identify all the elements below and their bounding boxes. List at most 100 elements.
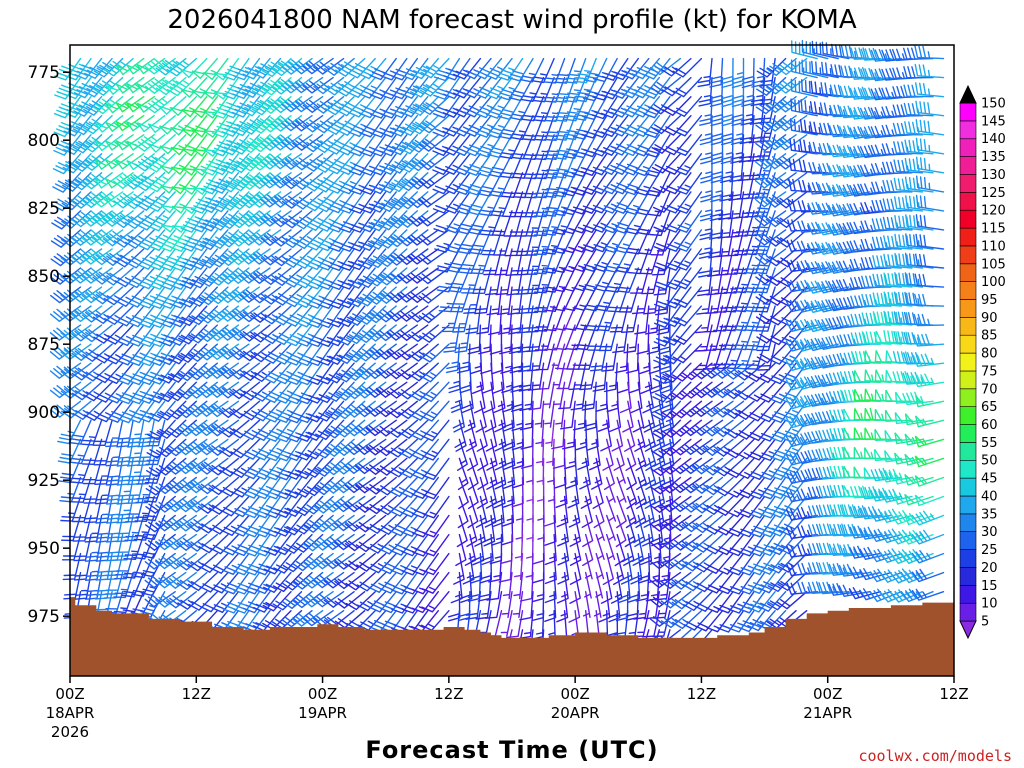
wind-barb (839, 370, 871, 384)
wind-barb (434, 229, 461, 253)
wind-barb (126, 457, 145, 486)
wind-barb (445, 229, 471, 254)
wind-barb (702, 362, 734, 379)
wind-barb (81, 305, 113, 323)
wind-barb (674, 248, 703, 271)
wind-barb (390, 591, 418, 614)
wind-barb (274, 381, 303, 404)
wind-barb (758, 571, 787, 594)
colorbar-label: 85 (981, 329, 998, 344)
wind-barb (72, 153, 103, 172)
wind-barb (126, 134, 155, 151)
wind-barb (282, 552, 313, 573)
wind-barb (709, 191, 724, 222)
wind-barb (606, 495, 617, 522)
wind-barb (839, 85, 871, 99)
wind-barb (849, 145, 881, 159)
wind-barb (801, 40, 829, 60)
wind-barb (338, 248, 366, 271)
wind-barb (556, 362, 576, 390)
wind-barb (758, 438, 787, 462)
wind-barb (904, 433, 934, 446)
wind-barb (779, 476, 808, 499)
wind-barb (136, 457, 155, 485)
wind-barb (778, 533, 808, 555)
wind-barb (302, 115, 334, 133)
wind-barb (421, 438, 450, 461)
wind-barb (334, 476, 366, 494)
wind-barb (336, 343, 366, 364)
wind-barb (312, 571, 345, 589)
wind-barb (422, 495, 450, 519)
wind-barb (176, 514, 208, 532)
wind-barb (525, 267, 545, 295)
wind-barb (564, 76, 587, 103)
wind-barb (176, 495, 208, 513)
wind-barb (207, 343, 240, 360)
wind-barb (420, 400, 450, 422)
wind-barb (573, 96, 597, 121)
wind-barb (776, 153, 808, 170)
wind-barb (748, 514, 776, 538)
wind-barb (221, 552, 250, 575)
wind-barb (106, 381, 134, 404)
wind-barb (113, 172, 145, 189)
wind-barb (759, 476, 787, 500)
wind-barb (317, 305, 345, 329)
wind-barb (699, 96, 713, 126)
wind-barb (155, 514, 187, 532)
wind-barb (148, 286, 176, 309)
wind-barb (767, 571, 797, 592)
wind-barb (386, 343, 418, 360)
wind-barb (51, 210, 82, 230)
wind-barb (124, 514, 145, 542)
wind-barb (608, 591, 621, 623)
wind-barb (488, 305, 503, 336)
wind-barb (775, 134, 808, 151)
wind-barb (379, 591, 408, 614)
wind-barb (207, 381, 240, 398)
wind-barb (671, 571, 703, 590)
wind-barb (581, 495, 593, 528)
colorbar-cell (959, 316, 977, 336)
wind-barb (533, 172, 555, 199)
wind-barb (71, 324, 103, 342)
wind-barb (93, 134, 124, 152)
wind-barb (777, 552, 808, 573)
wind-barb (600, 153, 629, 175)
wind-barb (452, 305, 471, 333)
colorbar-cell (959, 245, 977, 265)
wind-barb (126, 305, 155, 328)
wind-barb (367, 533, 397, 554)
wind-barb (442, 115, 471, 137)
wind-barb (765, 76, 797, 95)
colorbar-cell (959, 334, 977, 354)
wind-barb (115, 134, 145, 151)
wind-barb (302, 571, 334, 589)
wind-barb (754, 191, 787, 208)
wind-barb (673, 286, 703, 308)
wind-barb (611, 172, 639, 195)
wind-barb (313, 514, 345, 533)
wind-barb (733, 305, 755, 332)
wind-barb (369, 76, 397, 100)
wind-barb (870, 68, 903, 82)
wind-barb (493, 476, 506, 509)
wind-barb (916, 156, 945, 174)
wind-barb (105, 362, 134, 384)
wind-barb (317, 267, 345, 290)
wind-barb (345, 552, 376, 571)
colorbar-label: 110 (981, 239, 1006, 254)
wind-barb (730, 115, 745, 145)
wind-barb (61, 210, 92, 229)
wind-barb (186, 476, 218, 494)
wind-barb (700, 134, 713, 165)
wind-barb (903, 84, 934, 98)
wind-barb (536, 362, 555, 390)
wind-barb (892, 104, 924, 117)
wind-barb (442, 96, 471, 118)
wind-barb (338, 210, 366, 233)
wind-barb (249, 248, 282, 265)
wind-barb (117, 381, 145, 405)
wind-barb (713, 400, 745, 418)
